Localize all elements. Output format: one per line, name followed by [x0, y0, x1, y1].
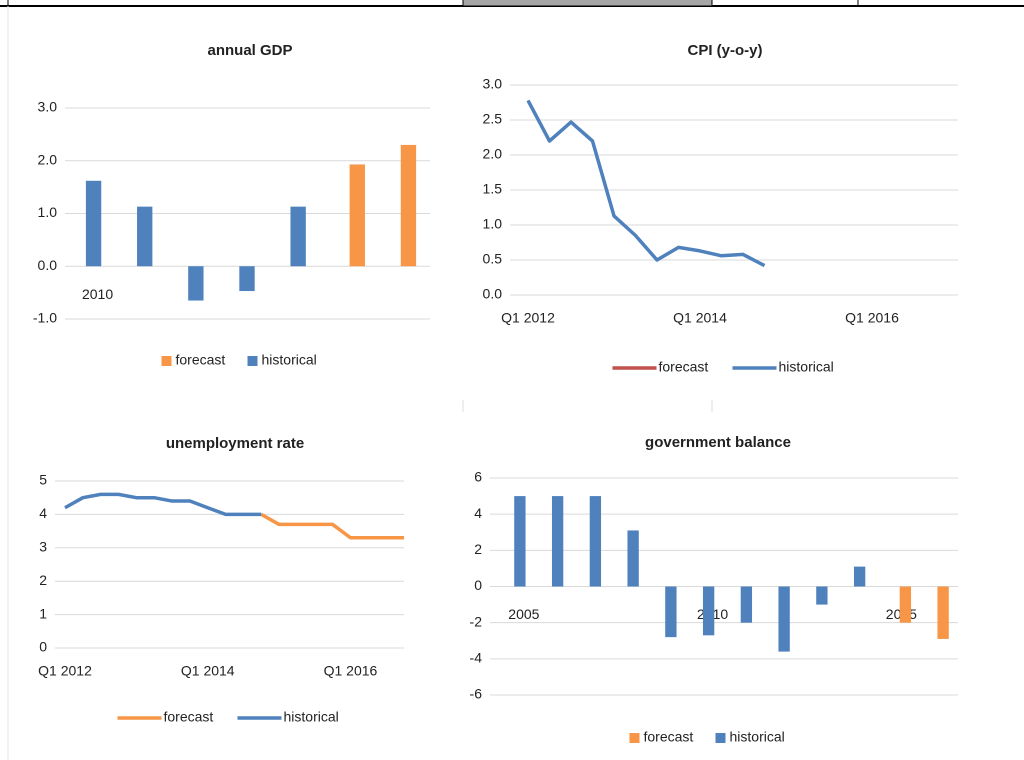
legend-label: forecast [644, 729, 694, 745]
y-tick-label: 1.0 [38, 204, 58, 220]
chart-title: government balance [645, 434, 791, 451]
legend-swatch [247, 356, 258, 366]
y-tick-label: 3.0 [38, 99, 58, 115]
bar [514, 496, 526, 587]
y-tick-label: 2.0 [38, 151, 58, 167]
y-tick-label: -1.0 [33, 310, 57, 326]
legend-label: historical [779, 359, 834, 375]
y-tick-label: -2 [470, 613, 483, 629]
y-tick-label: 3 [39, 539, 47, 555]
y-tick-label: 5 [39, 472, 47, 488]
bar [137, 206, 153, 267]
chart-title: unemployment rate [166, 435, 304, 452]
y-tick-label: 0 [39, 639, 47, 655]
chart-title: annual GDP [207, 42, 292, 59]
bar [349, 164, 365, 267]
legend-label: historical [262, 352, 317, 368]
y-tick-label: 2 [474, 541, 482, 557]
bar [853, 566, 866, 587]
bar [85, 180, 102, 267]
y-tick-label: 4 [474, 505, 482, 521]
y-tick-label: 0.0 [38, 257, 58, 273]
bar [665, 586, 677, 638]
bar [899, 586, 912, 623]
legend-label: historical [730, 729, 785, 745]
bar [627, 530, 639, 587]
bar [589, 496, 602, 587]
x-tick-label: Q1 2014 [673, 310, 727, 326]
x-tick-label: Q1 2016 [324, 663, 378, 679]
x-tick-label: 2010 [82, 286, 113, 302]
bar [937, 586, 949, 639]
bar [740, 586, 753, 623]
legend-label: forecast [164, 709, 214, 725]
x-tick-label: 2005 [508, 606, 539, 622]
bar [188, 266, 204, 301]
y-tick-label: 1 [39, 605, 47, 621]
bar [551, 496, 564, 587]
y-tick-label: 4 [39, 505, 47, 521]
bar [290, 206, 306, 267]
y-tick-label: -6 [470, 686, 483, 702]
x-tick-label: Q1 2014 [181, 663, 235, 679]
y-tick-label: 0.0 [483, 286, 503, 302]
line [260, 512, 404, 540]
x-tick-label: Q1 2012 [38, 663, 92, 679]
x-tick-label: Q1 2016 [845, 310, 899, 326]
x-tick-label: Q1 2012 [501, 310, 555, 326]
y-tick-label: 1.0 [483, 216, 503, 232]
chart-title: CPI (y-o-y) [688, 42, 763, 59]
bar [400, 144, 417, 267]
y-tick-label: 6 [474, 469, 482, 485]
y-tick-label: -4 [470, 650, 483, 666]
y-tick-label: 2 [39, 572, 47, 588]
legend-label: historical [284, 709, 339, 725]
legend-swatch [715, 733, 726, 743]
y-tick-label: 1.5 [483, 181, 503, 197]
y-tick-label: 2.5 [483, 111, 503, 127]
legend-swatch [161, 356, 172, 366]
legend-label: forecast [176, 352, 226, 368]
y-tick-label: 0.5 [483, 251, 503, 267]
line [64, 492, 262, 517]
bar [239, 266, 255, 292]
y-tick-label: 2.0 [483, 146, 503, 162]
legend-label: forecast [659, 359, 709, 375]
y-tick-label: 0 [474, 577, 482, 593]
legend-swatch [629, 733, 640, 743]
bar [778, 586, 790, 652]
line [526, 99, 766, 268]
y-tick-label: 3.0 [483, 76, 503, 92]
bar [816, 586, 828, 605]
bar [702, 586, 715, 636]
